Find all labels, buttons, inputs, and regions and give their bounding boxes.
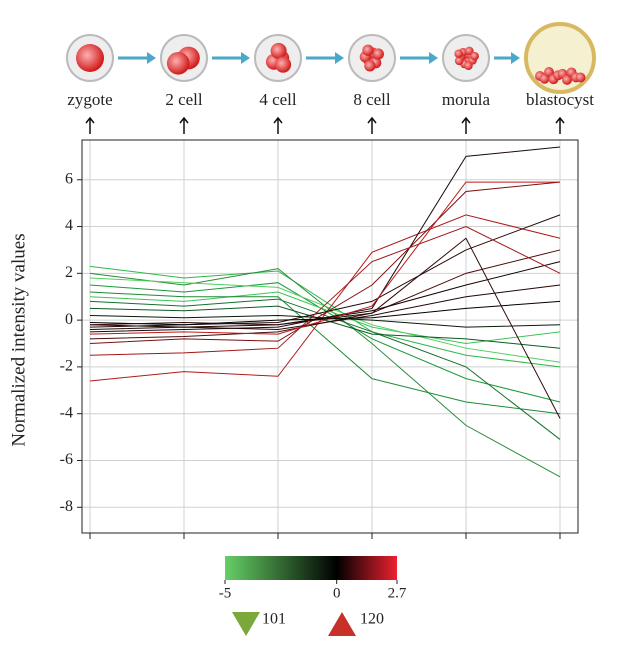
embryo-cell (575, 72, 586, 83)
y-tick-label: 4 (65, 217, 73, 234)
stage-arrow-head (511, 52, 520, 64)
embryo-cell (470, 51, 479, 61)
series-line (89, 226, 561, 356)
embryo-cell (275, 56, 292, 73)
series-line (89, 282, 561, 403)
series-line (89, 214, 561, 382)
stage-pointer (555, 116, 565, 134)
stage-pointer (85, 116, 95, 134)
embryo-cell (362, 44, 374, 56)
embryo-shell (524, 22, 596, 94)
y-tick-label: -6 (60, 451, 73, 468)
series-line (89, 181, 561, 345)
stage-pointer (179, 116, 189, 134)
embryo-cell (364, 60, 376, 72)
series-line (89, 277, 561, 363)
embryo-cell (562, 74, 572, 85)
x-tick-label: morula (442, 90, 491, 109)
y-axis-label: Normalized intensity values (8, 233, 29, 446)
stage-arrow-head (335, 52, 344, 64)
down-count: 101 (262, 611, 286, 628)
y-tick-label: 2 (65, 264, 73, 281)
x-tick-label: 4 cell (259, 90, 297, 109)
series-line (89, 214, 561, 328)
series-line (89, 291, 561, 345)
series-line (89, 298, 561, 440)
down-triangle (232, 612, 260, 636)
x-tick-label: 8 cell (353, 90, 391, 109)
x-tick-label: 2 cell (165, 90, 203, 109)
series-line (89, 284, 561, 330)
series-line (89, 291, 561, 415)
x-tick-label: zygote (67, 90, 112, 109)
y-tick-label: 0 (65, 311, 73, 328)
y-tick-label: -2 (60, 358, 73, 375)
series-line (89, 237, 561, 419)
embryo-cell (544, 67, 554, 78)
embryo-cell (166, 51, 190, 75)
stage-pointer (367, 116, 377, 134)
stage-arrow-head (429, 52, 438, 64)
series-line (89, 181, 560, 335)
stage-arrow-head (241, 52, 250, 64)
colorbar-tick-label: 0 (333, 585, 341, 601)
y-tick-label: -8 (60, 498, 73, 515)
embryo-cell (465, 46, 474, 56)
colorbar (225, 556, 397, 580)
up-count: 120 (360, 611, 384, 628)
embryo-cell (464, 61, 473, 71)
x-tick-label: blastocyst (526, 90, 594, 109)
up-triangle (328, 612, 356, 636)
series-line (89, 265, 561, 368)
embryo-cell (270, 42, 287, 59)
embryo-cell (454, 49, 463, 59)
embryo-cell (454, 56, 464, 66)
series-line (89, 314, 561, 328)
embryo-cell (372, 48, 384, 60)
y-tick-label: -4 (60, 404, 73, 421)
stage-arrow-head (147, 52, 156, 64)
stage-pointer (273, 116, 283, 134)
y-tick-label: 6 (65, 170, 73, 187)
plot-frame (81, 139, 579, 534)
embryo-cell (76, 44, 104, 72)
colorbar-tick-label: -5 (219, 585, 232, 601)
stage-pointer (461, 116, 471, 134)
colorbar-tick-label: 2.7 (388, 585, 407, 601)
series-line (89, 146, 561, 333)
